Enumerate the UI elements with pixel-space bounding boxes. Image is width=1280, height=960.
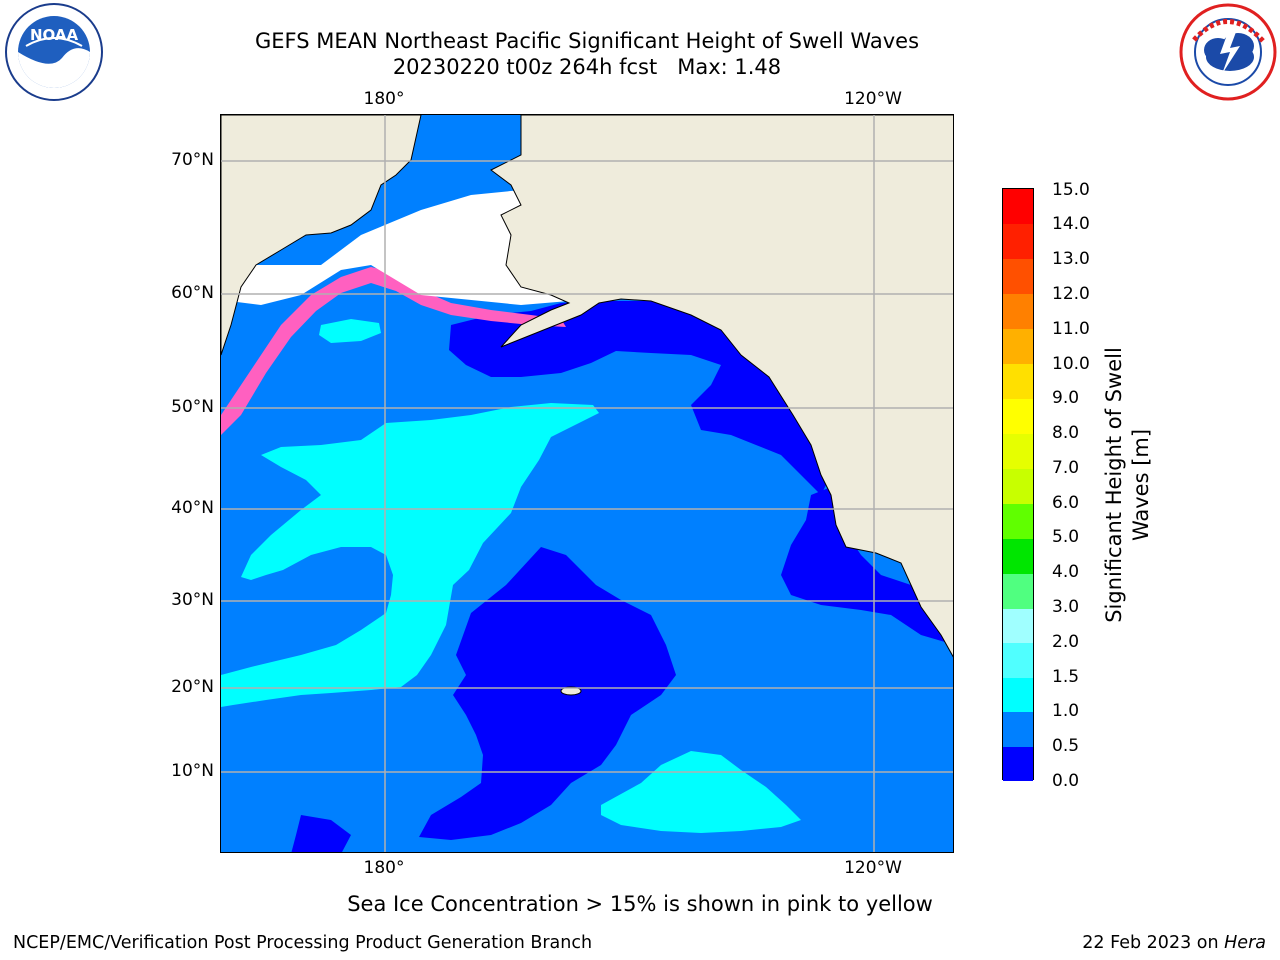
swell-patch-cyan-east [601,751,801,833]
colorbar-tick: 0.0 [1052,771,1080,791]
colorbar-tick: 5.0 [1052,527,1080,547]
colorbar-label-line1: Significant Height of Swell [1102,347,1126,623]
lon-label-bottom-120w: 120°W [844,858,902,878]
land-north-america [490,115,953,658]
colorbar [1002,188,1034,781]
lat-label-70n: 70°N [171,150,214,170]
colorbar-tick: 13.0 [1052,249,1090,269]
colorbar-segment [1003,643,1033,678]
colorbar-segment [1003,747,1033,781]
colorbar-segment [1003,259,1033,294]
lat-label-50n: 50°N [171,397,214,417]
swell-patch-cyan-small [319,319,381,343]
footer-host: Hera [1224,933,1266,953]
swell-patch-blue-south [291,815,351,852]
sea-ice-caption: Sea Ice Concentration > 15% is shown in … [347,892,933,916]
swell-height-map [220,114,954,853]
lat-label-10n: 10°N [171,761,214,781]
colorbar-segment [1003,469,1033,504]
colorbar-segment [1003,189,1033,224]
swell-patch-cyan-west [221,403,599,707]
footer-date: 22 Feb 2023 on [1082,933,1225,953]
lat-label-60n: 60°N [171,283,214,303]
hawaii-island [560,686,582,696]
colorbar-tick: 15.0 [1052,180,1090,200]
colorbar-label: Significant Height of Swell Waves [m] [1101,347,1155,623]
colorbar-segment [1003,224,1033,259]
colorbar-tick: 3.0 [1052,597,1080,617]
sea-ice-white [221,190,581,305]
lat-label-20n: 20°N [171,677,214,697]
colorbar-tick: 7.0 [1052,458,1080,478]
colorbar-segment [1003,399,1033,434]
colorbar-tick: 11.0 [1052,319,1090,339]
colorbar-segment [1003,609,1033,643]
noaa-logo-text: NOAA [30,26,79,44]
swell-patch-blue-central [419,547,676,840]
colorbar-tick: 0.5 [1052,736,1080,756]
lon-label-top-180: 180° [363,89,405,109]
colorbar-segment [1003,329,1033,364]
footer-right: 22 Feb 2023 on Hera [1082,932,1266,954]
land-siberia [221,115,422,356]
lon-label-bottom-180: 180° [363,858,405,878]
colorbar-tick: 6.0 [1052,493,1080,513]
colorbar-tick: 1.5 [1052,667,1080,687]
footer-left: NCEP/EMC/Verification Post Processing Pr… [13,933,593,953]
colorbar-segment [1003,574,1033,609]
colorbar-tick: 9.0 [1052,388,1080,408]
colorbar-tick: 4.0 [1052,562,1080,582]
colorbar-segment [1003,539,1033,574]
colorbar-tick: 2.0 [1052,632,1080,652]
colorbar-segment [1003,364,1033,399]
lon-label-top-120w: 120°W [844,89,902,109]
colorbar-segment [1003,678,1033,712]
swell-patch-blue-gulf [449,301,831,495]
colorbar-label-line2: Waves [m] [1129,428,1153,542]
lat-label-40n: 40°N [171,498,214,518]
map-gridlines [221,115,953,852]
chart-title-line2: 20230220 t00z 264h fcst Max: 1.48 [392,55,782,79]
chart-title-line1: GEFS MEAN Northeast Pacific Significant … [254,29,920,53]
colorbar-segment [1003,294,1033,329]
colorbar-segment [1003,434,1033,469]
colorbar-tick: 10.0 [1052,354,1090,374]
colorbar-tick: 12.0 [1052,284,1090,304]
colorbar-tick: 1.0 [1052,701,1080,721]
noaa-logo: NOAA [4,2,104,102]
colorbar-segment [1003,504,1033,539]
sea-ice-fringe [221,267,566,435]
nws-logo [1178,2,1278,102]
colorbar-tick: 14.0 [1052,214,1090,234]
colorbar-tick: 8.0 [1052,423,1080,443]
lat-label-30n: 30°N [171,590,214,610]
colorbar-segment [1003,712,1033,747]
swell-patch-blue-coast [781,485,953,645]
